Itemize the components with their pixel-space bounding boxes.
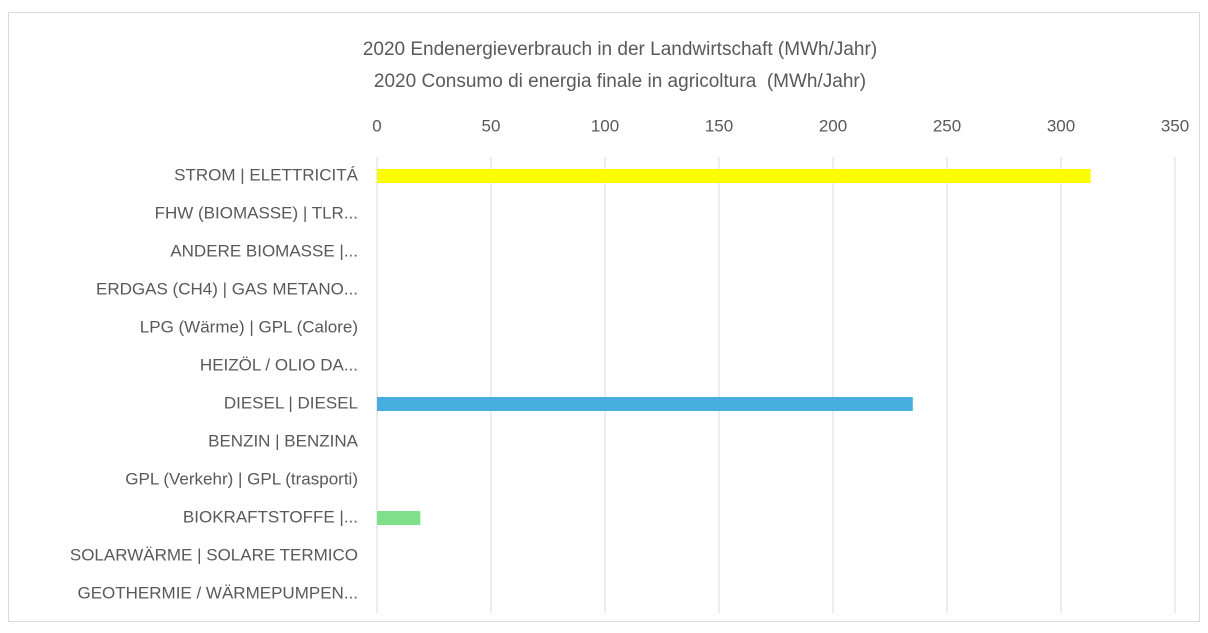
- y-tick-label: ANDERE BIOMASSE |...: [170, 241, 358, 260]
- y-tick-label: STROM | ELETTRICITÁ: [174, 165, 359, 184]
- x-tick-label: 350: [1161, 116, 1189, 135]
- y-tick-label: ERDGAS (CH4) | GAS METANO...: [96, 279, 358, 298]
- x-tick-label: 0: [372, 116, 381, 135]
- y-tick-label: GPL (Verkehr) | GPL (trasporti): [125, 469, 358, 488]
- x-tick-label: 300: [1047, 116, 1075, 135]
- y-tick-label: LPG (Wärme) | GPL (Calore): [140, 317, 358, 336]
- x-tick-label: 150: [705, 116, 733, 135]
- chart-border: [8, 12, 1200, 622]
- bar: [377, 511, 421, 525]
- x-tick-label: 100: [591, 116, 619, 135]
- y-tick-label: GEOTHERMIE / WÄRMEPUMPEN...: [77, 583, 358, 602]
- x-tick-label: 50: [482, 116, 501, 135]
- bar: [377, 169, 1091, 183]
- x-tick-label: 200: [819, 116, 847, 135]
- y-tick-label: FHW (BIOMASSE) | TLR...: [155, 203, 358, 222]
- x-tick-label: 250: [933, 116, 961, 135]
- y-tick-label: DIESEL | DIESEL: [224, 393, 358, 412]
- y-tick-label: HEIZÖL / OLIO DA...: [200, 355, 358, 374]
- bar: [377, 397, 913, 411]
- chart-subtitle: 2020 Consumo di energia finale in agrico…: [374, 71, 866, 92]
- y-tick-label: BENZIN | BENZINA: [208, 431, 359, 450]
- y-tick-label: SOLARWÄRME | SOLARE TERMICO: [70, 545, 358, 564]
- chart-title: 2020 Endenergieverbrauch in der Landwirt…: [363, 39, 877, 60]
- y-tick-label: BIOKRAFTSTOFFE |...: [183, 507, 358, 526]
